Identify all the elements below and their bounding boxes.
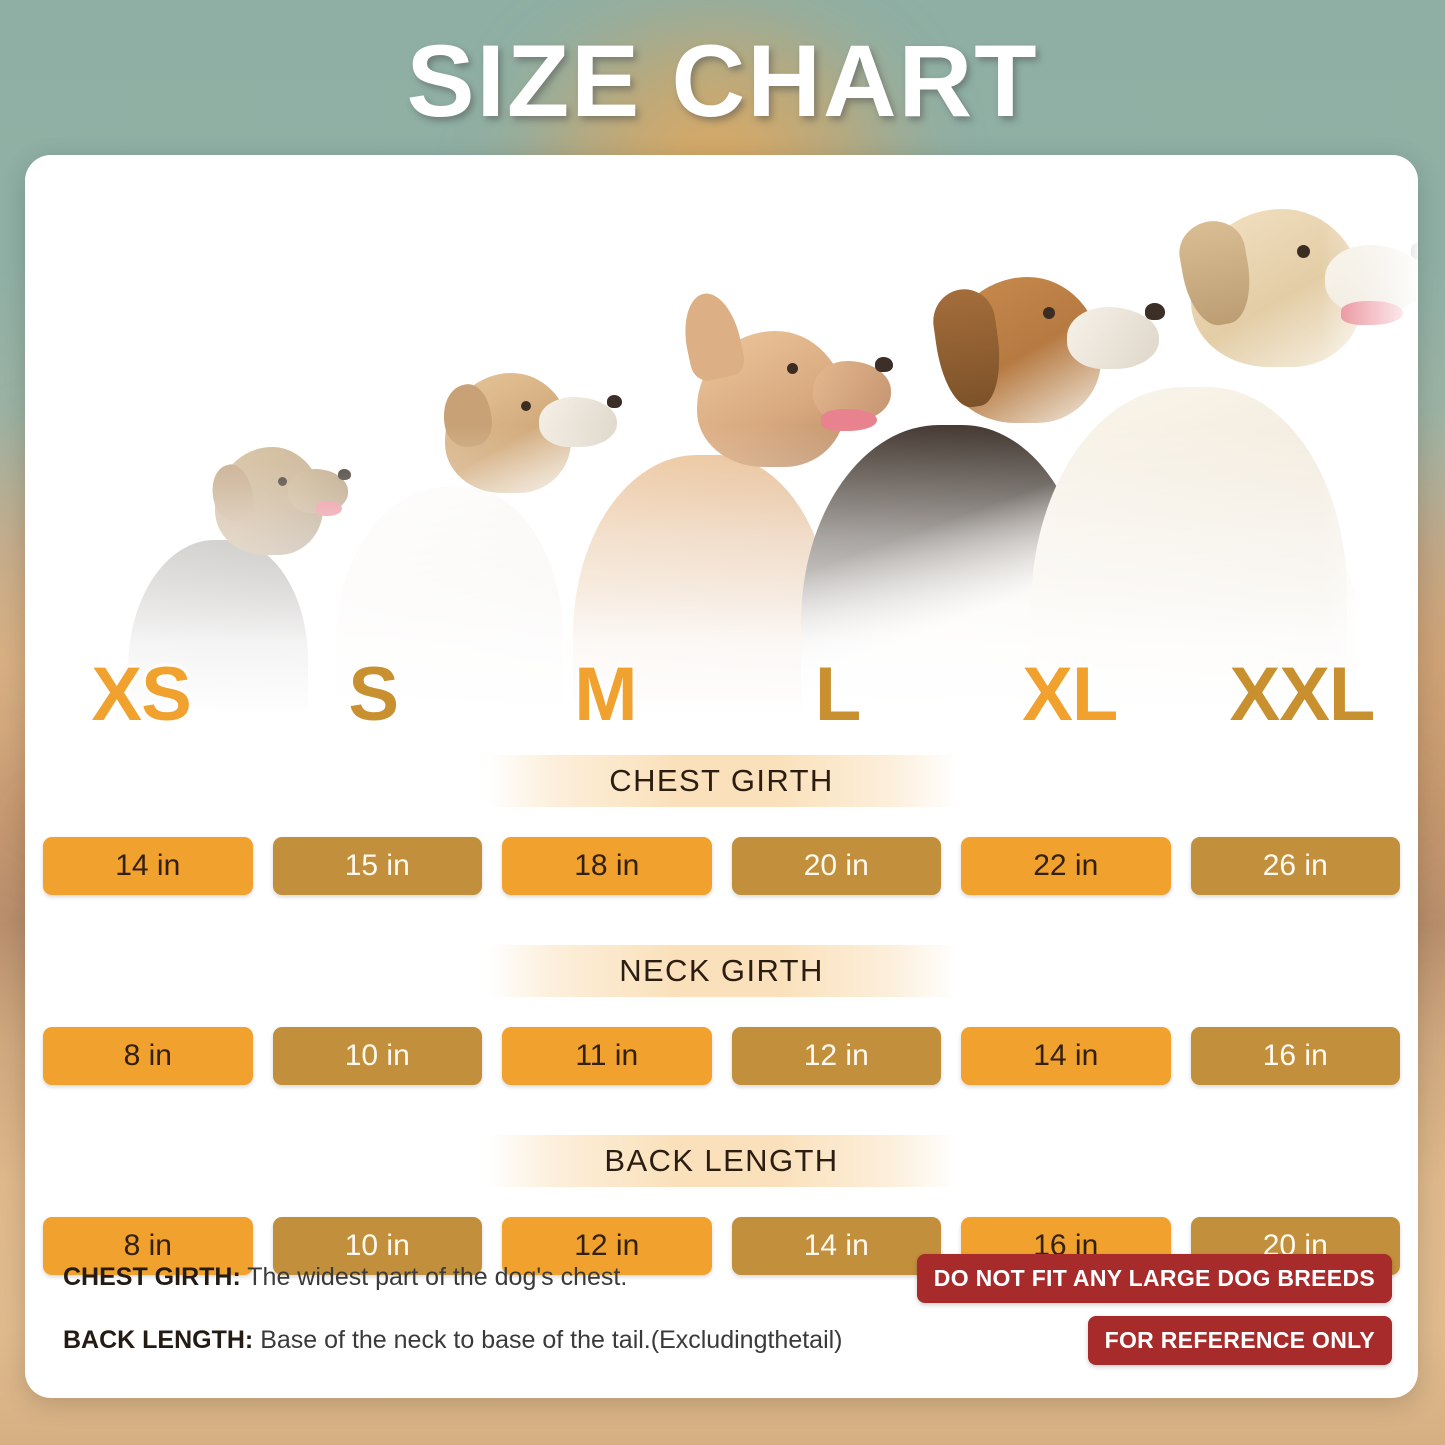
value-neck-girth-l: 12 in — [731, 1027, 941, 1085]
size-cell-l: L — [722, 645, 954, 745]
note-text-back-length: Base of the neck to base of the tail.(Ex… — [260, 1326, 843, 1354]
section-chest-girth: CHEST GIRTH 14 in 15 in 18 in 20 in 22 i… — [25, 755, 1418, 895]
value-chest-girth-m: 18 in — [502, 837, 712, 895]
value-back-length-s: 10 in — [272, 1217, 482, 1275]
value-neck-girth-xxl: 16 in — [1190, 1027, 1400, 1085]
value-row-chest-girth: 14 in 15 in 18 in 20 in 22 in 26 in — [25, 837, 1418, 895]
value-chest-girth-l: 20 in — [731, 837, 941, 895]
note-back-length: BACK LENGTH: Base of the neck to base of… — [63, 1326, 843, 1355]
value-chest-girth-xl: 22 in — [961, 837, 1171, 895]
section-header-band-neck-girth: NECK GIRTH — [486, 945, 957, 997]
size-label-xl: XL — [1022, 652, 1118, 737]
section-back-length: BACK LENGTH 8 in 10 in 12 in 14 in 16 in… — [25, 1135, 1418, 1275]
size-label-row: XS S M L XL XXL — [25, 645, 1418, 745]
page-title: SIZE CHART — [406, 24, 1039, 138]
size-label-m: M — [574, 652, 637, 737]
size-label-l: L — [814, 652, 861, 737]
value-neck-girth-xl: 14 in — [961, 1027, 1171, 1085]
value-neck-girth-s: 10 in — [272, 1027, 482, 1085]
section-neck-girth: NECK GIRTH 8 in 10 in 11 in 12 in 14 in … — [25, 945, 1418, 1085]
section-title-chest-girth: CHEST GIRTH — [609, 763, 834, 798]
section-header-neck-girth: NECK GIRTH — [25, 945, 1418, 997]
size-label-xs: XS — [91, 652, 191, 737]
value-chest-girth-s: 15 in — [272, 837, 482, 895]
note-label-chest-girth: CHEST GIRTH: — [63, 1263, 241, 1291]
section-header-band-chest-girth: CHEST GIRTH — [486, 755, 957, 807]
note-chest-girth: CHEST GIRTH: The widest part of the dog'… — [63, 1263, 627, 1292]
section-title-neck-girth: NECK GIRTH — [619, 953, 824, 988]
size-cell-s: S — [257, 645, 489, 745]
size-cell-xs: XS — [25, 645, 257, 745]
size-chart-card: XS S M L XL XXL CHEST GIRTH 14 in 15 in … — [25, 155, 1418, 1398]
badge-no-large-breeds: DO NOT FIT ANY LARGE DOG BREEDS — [916, 1254, 1392, 1303]
value-chest-girth-xxl: 26 in — [1190, 837, 1400, 895]
value-back-length-xs: 8 in — [43, 1217, 253, 1275]
size-cell-xxl: XXL — [1186, 645, 1418, 745]
value-row-back-length: 8 in 10 in 12 in 14 in 16 in 20 in — [25, 1217, 1418, 1275]
size-label-xxl: XXL — [1229, 652, 1376, 737]
section-title-back-length: BACK LENGTH — [604, 1143, 839, 1178]
value-chest-girth-xs: 14 in — [43, 837, 253, 895]
badge-reference-only: FOR REFERENCE ONLY — [1087, 1316, 1392, 1365]
section-header-back-length: BACK LENGTH — [25, 1135, 1418, 1187]
value-neck-girth-m: 11 in — [502, 1027, 712, 1085]
value-neck-girth-xs: 8 in — [43, 1027, 253, 1085]
footer: CHEST GIRTH: The widest part of the dog'… — [25, 1238, 1418, 1398]
section-header-band-back-length: BACK LENGTH — [486, 1135, 957, 1187]
section-header-chest-girth: CHEST GIRTH — [25, 755, 1418, 807]
size-cell-m: M — [489, 645, 721, 745]
size-cell-xl: XL — [954, 645, 1186, 745]
value-back-length-m: 12 in — [502, 1217, 712, 1275]
value-back-length-l: 14 in — [731, 1217, 941, 1275]
size-label-s: S — [348, 652, 399, 737]
value-row-neck-girth: 8 in 10 in 11 in 12 in 14 in 16 in — [25, 1027, 1418, 1085]
note-text-chest-girth: The widest part of the dog's chest. — [247, 1263, 628, 1291]
note-label-back-length: BACK LENGTH: — [63, 1326, 254, 1354]
